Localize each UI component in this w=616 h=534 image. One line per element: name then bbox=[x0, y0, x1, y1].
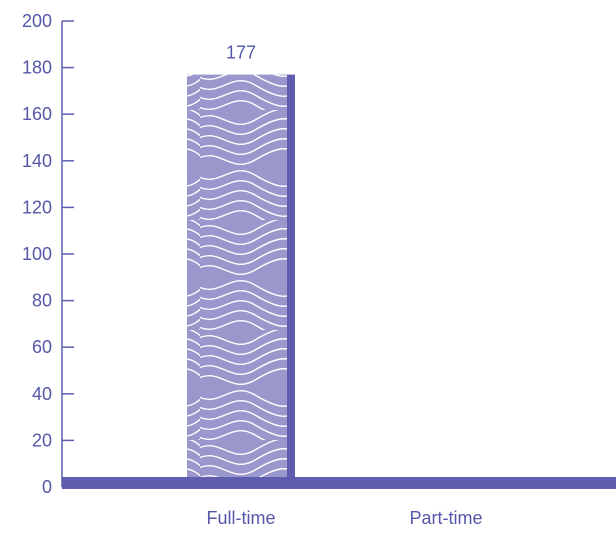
bar-edge bbox=[287, 74, 295, 487]
y-tick-label: 140 bbox=[22, 151, 52, 171]
x-tick-label: Part-time bbox=[409, 508, 482, 528]
bar-pattern bbox=[187, 74, 287, 487]
y-tick-label: 200 bbox=[22, 11, 52, 31]
y-tick-label: 40 bbox=[32, 384, 52, 404]
bars: 177 bbox=[187, 43, 295, 487]
y-tick-label: 80 bbox=[32, 291, 52, 311]
y-tick-label: 20 bbox=[32, 430, 52, 450]
y-tick-label: 180 bbox=[22, 58, 52, 78]
y-axis: 0 20 40 60 80 100 120 140 160 180 200 bbox=[22, 11, 74, 497]
x-axis: Full-time Part-time bbox=[62, 477, 616, 528]
y-tick-label: 120 bbox=[22, 197, 52, 217]
x-axis-line bbox=[62, 477, 616, 489]
y-tick-label: 60 bbox=[32, 337, 52, 357]
x-tick-label: Full-time bbox=[206, 508, 275, 528]
bar: 177 bbox=[187, 43, 295, 487]
data-label: 177 bbox=[226, 43, 256, 63]
y-tick-label: 160 bbox=[22, 104, 52, 124]
y-tick-label: 100 bbox=[22, 244, 52, 264]
y-tick-label: 0 bbox=[42, 477, 52, 497]
